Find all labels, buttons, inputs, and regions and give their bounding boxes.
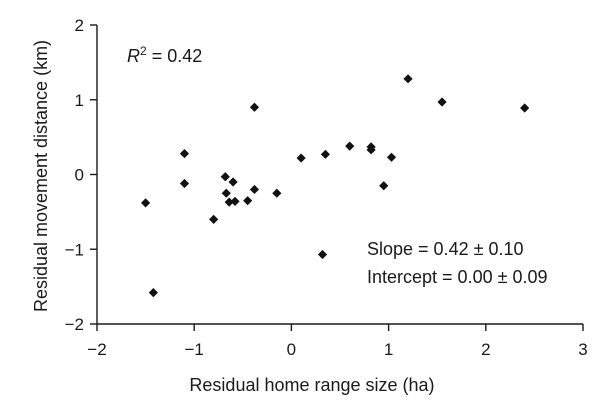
- y-tick-label: 1: [75, 91, 84, 110]
- x-tick-label: 3: [578, 340, 587, 359]
- r-squared-symbol: R: [127, 46, 140, 66]
- data-point: [403, 74, 413, 84]
- data-point: [386, 152, 397, 162]
- y-ticks: 2 1 0 −1 −2: [65, 16, 97, 334]
- x-ticks: −2 −1 0 1 2 3: [87, 324, 588, 359]
- r-squared-annotation: R2 = 0.42: [127, 44, 202, 66]
- data-point: [520, 103, 530, 113]
- data-points: [141, 74, 530, 298]
- data-point: [379, 181, 389, 191]
- intercept-annotation: Intercept = 0.00 ± 0.09: [367, 267, 548, 287]
- data-point: [320, 149, 331, 159]
- x-tick-label: 2: [481, 340, 490, 359]
- r-squared-value: = 0.42: [147, 46, 203, 66]
- data-point: [366, 145, 376, 155]
- y-tick-label: −2: [65, 315, 84, 334]
- data-point: [272, 188, 282, 198]
- slope-annotation: Slope = 0.42 ± 0.10: [367, 239, 524, 259]
- data-point: [249, 184, 260, 195]
- data-point: [296, 153, 306, 163]
- data-point: [243, 196, 253, 206]
- data-point: [179, 148, 190, 159]
- r-squared-superscript: 2: [140, 44, 147, 58]
- x-tick-label: −1: [185, 340, 204, 359]
- y-tick-label: −1: [65, 240, 84, 259]
- data-point: [317, 249, 328, 260]
- data-point: [221, 188, 231, 198]
- data-point: [228, 177, 238, 187]
- x-tick-label: −2: [87, 340, 106, 359]
- data-point: [224, 197, 234, 207]
- data-point: [230, 196, 240, 207]
- x-tick-label: 0: [287, 340, 296, 359]
- data-point: [437, 97, 447, 107]
- y-tick-label: 2: [75, 16, 84, 35]
- y-tick-label: 0: [75, 166, 84, 185]
- x-axis-title: Residual home range size (ha): [189, 375, 434, 395]
- data-point: [209, 214, 219, 224]
- data-point: [249, 102, 260, 112]
- y-axis-title: Residual movement distance (km): [31, 40, 51, 312]
- data-point: [141, 198, 151, 208]
- data-point: [148, 288, 158, 298]
- data-point: [220, 172, 230, 182]
- x-tick-label: 1: [384, 340, 393, 359]
- data-point: [179, 178, 190, 189]
- data-point: [345, 141, 355, 151]
